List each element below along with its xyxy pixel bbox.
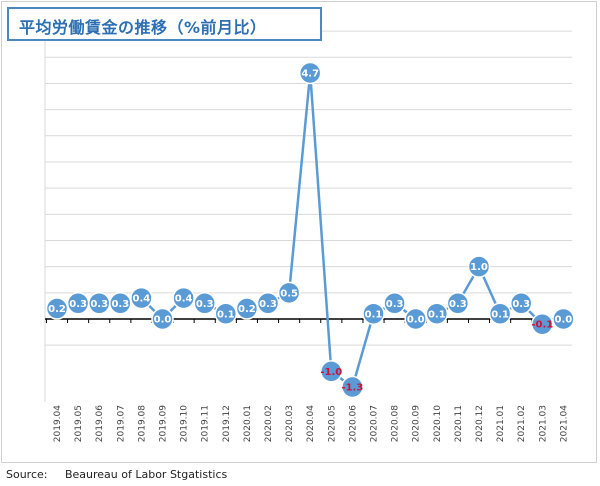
x-tick-label: 2019.04: [53, 405, 63, 442]
data-label: 0.1: [365, 309, 383, 320]
data-point: [298, 61, 322, 85]
x-tick-label: 2019.08: [137, 405, 147, 442]
x-tick-label: 2020.09: [412, 405, 422, 442]
source-note: Source: Beaureau of Labor Stgatistics: [6, 468, 228, 481]
data-point: [320, 360, 343, 383]
x-tick-label: 2020.02: [264, 405, 274, 442]
title-box: 平均労働賃金の推移（%前月比）: [7, 7, 322, 41]
chart-title: 平均労働賃金の推移（%前月比）: [19, 18, 267, 37]
data-label: 0.1: [428, 309, 446, 320]
x-tick-label: 2020.08: [391, 405, 401, 442]
x-tick-label: 2021.04: [559, 405, 569, 442]
data-point: [256, 292, 280, 315]
data-label: -1.3: [341, 383, 363, 394]
x-tick-label: 2020.11: [454, 405, 464, 442]
x-tick-label: 2019.06: [95, 405, 105, 442]
data-point: [552, 307, 575, 331]
x-tick-label: 2020.12: [475, 405, 485, 442]
x-tick-label: 2020.04: [306, 405, 316, 442]
data-label: 0.2: [48, 304, 66, 315]
data-point: [151, 307, 174, 331]
data-point: [214, 302, 238, 326]
data-label: 0.3: [259, 299, 277, 310]
x-tick-label: 2020.03: [285, 405, 295, 442]
data-label: 0.0: [154, 315, 172, 326]
data-label: 0.3: [449, 299, 467, 310]
x-tick-label: 2021.03: [538, 405, 548, 442]
x-tick-label: 2020.01: [243, 405, 253, 442]
data-point: [404, 307, 427, 331]
data-label: 0.3: [386, 299, 404, 310]
data-label: 0.0: [555, 315, 573, 326]
data-point: [509, 292, 533, 315]
x-tick-label: 2019.12: [222, 405, 232, 442]
data-label: 0.2: [238, 304, 256, 315]
data-point: [446, 292, 470, 315]
data-label: 0.3: [69, 299, 87, 310]
series-line: [56, 71, 564, 389]
data-point: [235, 297, 259, 320]
data-label: 0.3: [111, 299, 129, 310]
data-label: 1.0: [470, 262, 488, 273]
x-tick-label: 2021.01: [496, 405, 506, 442]
data-point: [425, 302, 449, 326]
data-label: 0.0: [407, 315, 425, 326]
data-label: 0.5: [280, 288, 298, 299]
data-label: -0.1: [531, 320, 553, 331]
data-point: [45, 297, 69, 320]
data-point: [467, 255, 491, 278]
x-tick-label: 2019.09: [159, 405, 169, 442]
x-tick-label: 2019.10: [180, 405, 190, 442]
data-label: 0.4: [133, 294, 151, 305]
chart-frame: [1, 1, 597, 463]
data-label: 0.3: [90, 299, 108, 310]
data-label: 0.3: [512, 299, 530, 310]
data-point: [362, 302, 385, 326]
x-tick-label: 2019.07: [116, 405, 126, 442]
data-point: [488, 302, 512, 326]
x-tick-label: 2021.02: [517, 405, 527, 442]
line-chart: 2019.04 2019.05 2019.06 2019.07 2019.08 2019.…: [44, 12, 575, 442]
data-label: 0.1: [491, 309, 509, 320]
data-point: [172, 286, 195, 310]
x-tick-label: 2019.05: [74, 405, 84, 442]
data-label: -1.0: [320, 367, 342, 378]
data-point: [531, 312, 554, 336]
data-point: [277, 281, 301, 305]
x-tick-label: 2020.10: [433, 405, 443, 442]
x-tick-label: 2020.05: [327, 405, 337, 442]
data-point: [193, 292, 216, 315]
data-label: 4.7: [301, 69, 319, 80]
data-label: 0.4: [175, 294, 193, 305]
x-tick-label: 2019.11: [201, 405, 211, 442]
data-point: [383, 292, 406, 315]
x-tick-label: 2020.07: [370, 405, 380, 442]
data-label: 0.1: [217, 309, 235, 320]
data-label: 0.3: [196, 299, 214, 310]
data-point: [130, 286, 153, 310]
data-point: [341, 375, 364, 399]
data-point: [109, 292, 132, 315]
x-tick-label: 2020.06: [348, 405, 358, 442]
